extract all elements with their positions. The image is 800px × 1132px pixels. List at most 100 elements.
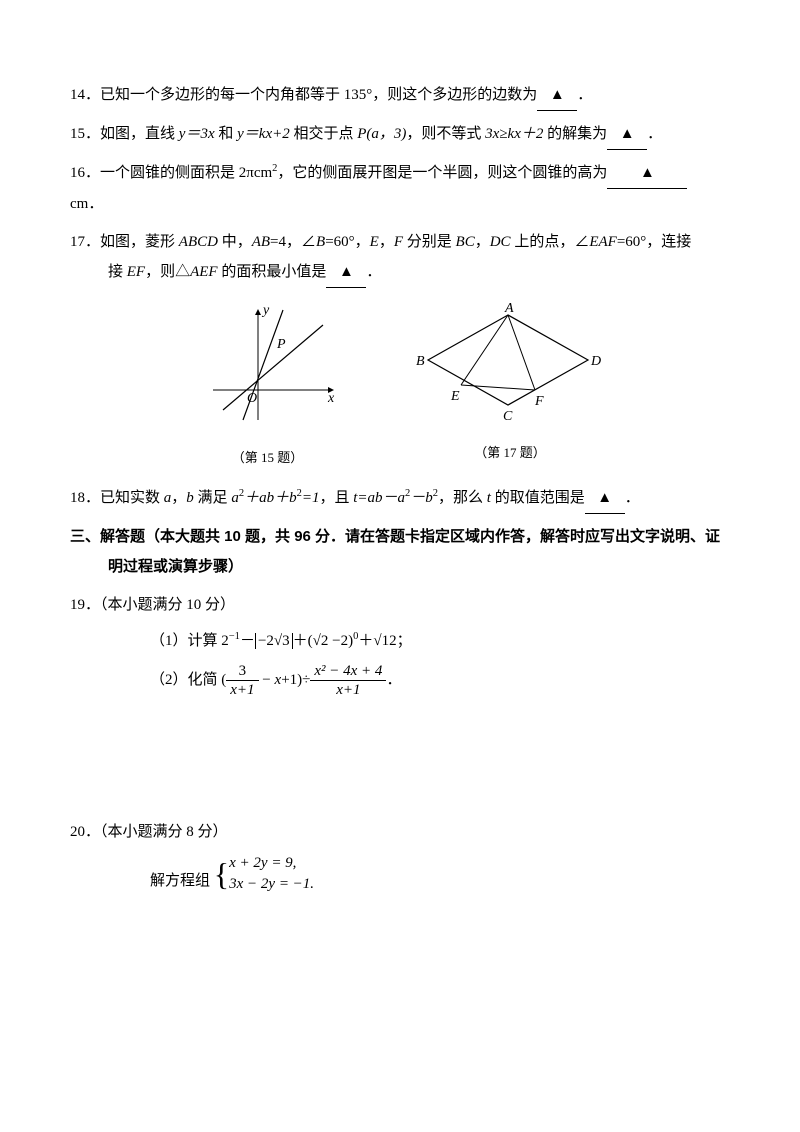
q-text: 已知一个多边形的每一个内角都等于 135°，则这个多边形的边数为 (100, 87, 537, 103)
svg-text:F: F (534, 394, 544, 409)
equation: 3x≥kx＋2 (485, 126, 543, 142)
end: ． (386, 672, 401, 688)
equation: a2＋ab＋b2=1 (231, 490, 319, 506)
q-num: 20． (70, 824, 100, 840)
q-text: （本小题满分 10 分） (100, 597, 235, 613)
part-label: （2）化简 (150, 672, 221, 688)
figure-15: y x O P （第 15 题） (193, 300, 343, 471)
question-20: 20．（本小题满分 8 分） 解方程组 { x + 2y = 9, 3x − 2… (70, 817, 730, 896)
question-14: 14．已知一个多边形的每一个内角都等于 135°，则这个多边形的边数为▲． (70, 80, 730, 111)
q-text: =4，∠ (270, 234, 316, 250)
q-text: 的解集为 (543, 126, 607, 142)
q-text: 的取值范围是 (491, 490, 585, 506)
q-text: ，则不等式 (406, 126, 485, 142)
figure-caption: （第 17 题） (413, 440, 608, 466)
answer-blank: ▲ (607, 158, 687, 189)
graph-diagram: y x O P (193, 300, 343, 430)
q-text: ，那么 (438, 490, 487, 506)
spacer (70, 707, 730, 817)
q-text: 相交于点 (290, 126, 358, 142)
q20-system: 解方程组 { x + 2y = 9, 3x − 2y = −1. (70, 853, 730, 896)
equation: P(a，3) (357, 126, 406, 142)
q-text: ，且 (319, 490, 353, 506)
end: ； (397, 633, 412, 649)
equation: (3x+1 − x+1)÷x² − 4x + 4x+1 (221, 672, 386, 688)
var: EAF (589, 234, 617, 250)
question-16: 16．一个圆锥的侧面积是 2πcm2，它的侧面展开图是一个半圆，则这个圆锥的高为… (70, 158, 730, 219)
figure-17: A B D C E F （第 17 题） (413, 300, 608, 471)
svg-text:A: A (504, 301, 514, 316)
svg-text:y: y (261, 303, 270, 318)
q-text: 接 (108, 264, 127, 280)
q-text: 的面积最小值是 (218, 264, 327, 280)
question-17: 17．如图，菱形 ABCD 中，AB=4，∠B=60°，E，F 分别是 BC，D… (70, 227, 730, 288)
answer-blank: ▲ (326, 257, 366, 288)
var: AEF (190, 264, 218, 280)
q-text: 满足 (194, 490, 232, 506)
svg-text:P: P (276, 337, 286, 352)
svg-text:x: x (327, 391, 335, 406)
var: ABCD (179, 234, 218, 250)
q-num: 18． (70, 490, 100, 506)
q-text: ，它的侧面展开图是一个半圆，则这个圆锥的高为 (277, 165, 607, 181)
equation: t=ab－a2－b2 (353, 490, 438, 506)
answer-blank: ▲ (585, 483, 625, 514)
left-brace-icon: { (214, 858, 229, 890)
var: AB (252, 234, 270, 250)
eq-line: x + 2y = 9, (229, 853, 314, 874)
q-text: ． (625, 490, 640, 506)
q-text: 中， (218, 234, 252, 250)
q-text: ，则△ (145, 264, 190, 280)
figure-row: y x O P （第 15 题） A B D C E F （第 17 题） (70, 300, 730, 471)
q-text: 一个圆锥的侧面积是 2πcm (100, 165, 272, 181)
q-text: 上的点，∠ (511, 234, 590, 250)
svg-text:B: B (416, 354, 425, 369)
q-text: =60°， (325, 234, 369, 250)
var: E (370, 234, 379, 250)
q-text: =60°，连接 (617, 234, 691, 250)
question-19: 19．（本小题满分 10 分） （1）计算 2−1－−2√3＋(√2 −2)0＋… (70, 590, 730, 699)
var: F (394, 234, 403, 250)
unit-text: cm． (70, 189, 730, 219)
q-text: ． (577, 87, 592, 103)
q-text: ， (475, 234, 490, 250)
figure-caption: （第 15 题） (193, 445, 343, 471)
section-title: 三、解答题（本大题共 10 题，共 96 分．请在答题卡指定区域内作答，解答时应… (70, 522, 730, 582)
q-text: 已知实数 (100, 490, 164, 506)
var: BC (456, 234, 475, 250)
question-18: 18．已知实数 a，b 满足 a2＋ab＋b2=1，且 t=ab－a2－b2，那… (70, 483, 730, 514)
rhombus-diagram: A B D C E F (413, 300, 608, 425)
svg-text:O: O (247, 391, 257, 406)
svg-text:D: D (590, 354, 601, 369)
q-text: 分别是 (403, 234, 456, 250)
q-text: ， (171, 490, 186, 506)
section-3-header: 三、解答题（本大题共 10 题，共 96 分．请在答题卡指定区域内作答，解答时应… (70, 522, 730, 582)
part-label: （1）计算 (150, 633, 221, 649)
q-num: 15． (70, 126, 100, 142)
svg-text:C: C (503, 409, 513, 424)
var: DC (490, 234, 511, 250)
equation: 2−1－−2√3＋(√2 −2)0＋√12 (221, 633, 396, 649)
q-num: 17． (70, 234, 100, 250)
q-text: 和 (215, 126, 238, 142)
q-text: 如图，菱形 (100, 234, 179, 250)
equation-system: { x + 2y = 9, 3x − 2y = −1. (214, 853, 314, 895)
q-text: ． (647, 126, 662, 142)
svg-text:E: E (450, 389, 460, 404)
q-text: ． (366, 264, 381, 280)
equation: y＝3x (179, 126, 215, 142)
q-text: 如图，直线 (100, 126, 179, 142)
question-15: 15．如图，直线 y＝3x 和 y＝kx+2 相交于点 P(a，3)，则不等式 … (70, 119, 730, 150)
answer-blank: ▲ (607, 119, 647, 150)
q-num: 19． (70, 597, 100, 613)
q-text: （本小题满分 8 分） (100, 824, 228, 840)
q-text: ， (379, 234, 394, 250)
q19-part1: （1）计算 2−1－−2√3＋(√2 −2)0＋√12； (70, 626, 730, 656)
q19-part2: （2）化简 (3x+1 − x+1)÷x² − 4x + 4x+1． (70, 662, 730, 699)
q-num: 16． (70, 165, 100, 181)
system-label: 解方程组 (150, 873, 210, 889)
var: B (316, 234, 325, 250)
eq-line: 3x − 2y = −1. (229, 874, 314, 895)
var: EF (127, 264, 145, 280)
q-num: 14． (70, 87, 100, 103)
